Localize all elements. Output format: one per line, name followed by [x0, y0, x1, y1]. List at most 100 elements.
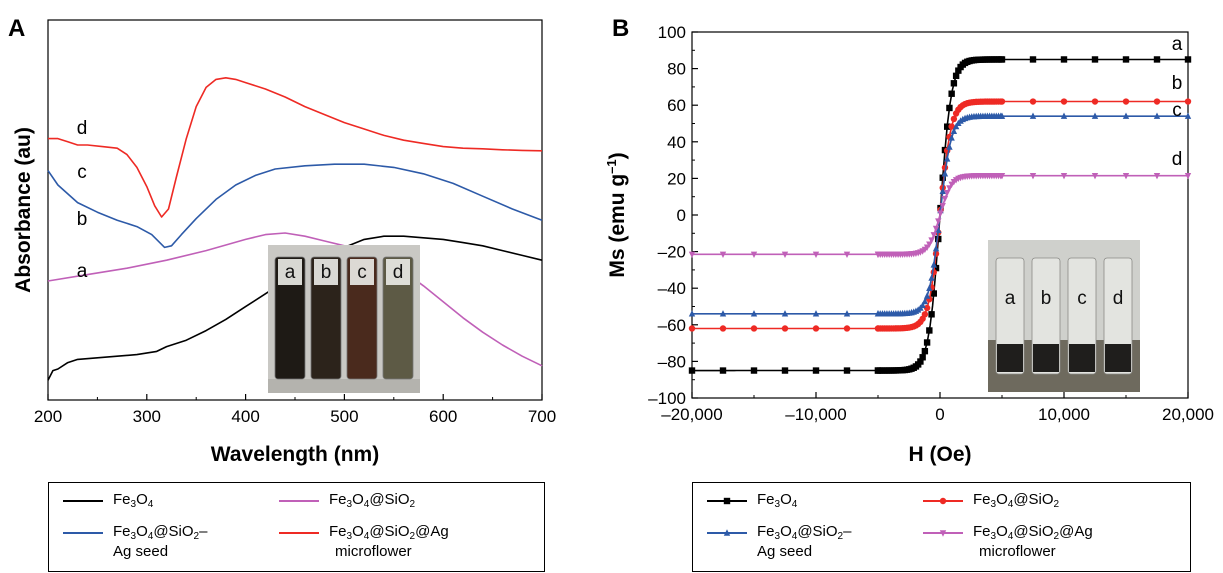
- data-marker: [952, 122, 960, 130]
- data-marker: [998, 98, 1006, 105]
- vial-label: d: [393, 262, 404, 283]
- data-marker: [943, 189, 951, 197]
- data-marker: [923, 304, 931, 312]
- legend-label-line2: microflower: [979, 543, 1056, 560]
- data-marker: [843, 310, 851, 317]
- x-tick-label: 0: [935, 405, 944, 424]
- legend-label: Fe3O4@SiO2: [329, 491, 416, 510]
- data-marker: [930, 232, 937, 239]
- data-marker: [1184, 172, 1192, 180]
- legend-swatch: [707, 529, 747, 536]
- data-marker: [923, 292, 931, 299]
- legend-label: Fe3O4@SiO2–: [757, 523, 852, 542]
- data-marker: [781, 367, 789, 374]
- legend-label-line2: Ag seed: [757, 543, 813, 560]
- data-marker: [750, 367, 758, 374]
- data-marker: [935, 226, 942, 233]
- data-marker: [939, 174, 946, 181]
- x-tick-label: 10,000: [1038, 405, 1090, 424]
- panel-a-x-axis-label: Wavelength (nm): [211, 443, 379, 466]
- vial-label: c: [1077, 288, 1087, 309]
- legend-label: Fe3O4: [113, 491, 154, 510]
- panel-b-y-axis-label: Ms (emu g–1): [604, 152, 629, 277]
- data-marker: [948, 134, 955, 141]
- data-marker: [688, 367, 696, 374]
- data-marker: [1091, 172, 1099, 180]
- data-marker: [781, 251, 789, 259]
- vial-label-paper: [350, 259, 374, 285]
- data-marker: [1029, 172, 1037, 180]
- data-marker: [1122, 56, 1130, 63]
- data-marker: [932, 245, 940, 252]
- curve-label-a: a: [77, 261, 88, 282]
- panel-a-legend: Fe3O4 Fe3O4@SiO2 Fe3O4@SiO2– Ag seed Fe3O4@S…: [48, 482, 545, 572]
- panel-a-x-ticks: 200 300 400 500 600 700: [34, 394, 556, 426]
- x-tick-label: –10,000: [785, 405, 846, 424]
- x-tick-label: 20,000: [1162, 405, 1214, 424]
- data-marker: [998, 56, 1006, 63]
- panel-b-series: [688, 56, 1192, 374]
- data-marker: [812, 325, 820, 332]
- data-marker: [941, 195, 949, 203]
- data-marker: [932, 264, 940, 272]
- data-marker: [1153, 172, 1161, 180]
- data-marker: [923, 339, 931, 346]
- data-marker: [750, 325, 758, 332]
- photo-floor: [268, 379, 420, 393]
- series-line-a: [47, 235, 543, 381]
- data-marker: [781, 325, 789, 332]
- x-tick-label: –20,000: [661, 405, 722, 424]
- curve-label-b: b: [1172, 73, 1183, 94]
- panel-b-letter: B: [612, 15, 629, 42]
- legend-label: Fe3O4@SiO2@Ag: [329, 523, 449, 542]
- data-marker: [1184, 112, 1192, 119]
- data-marker: [1091, 56, 1099, 63]
- vial-label-paper: [278, 259, 302, 285]
- vial-label: c: [357, 262, 367, 283]
- data-marker: [926, 284, 933, 292]
- data-marker: [1122, 172, 1130, 180]
- data-marker: [955, 67, 962, 74]
- data-marker: [1029, 56, 1037, 63]
- data-marker: [1153, 112, 1161, 119]
- vial-label-paper: [386, 259, 410, 285]
- curve-label-c: c: [1172, 100, 1182, 121]
- legend-swatch: [923, 497, 963, 505]
- y-tick-label: 40: [667, 133, 686, 152]
- data-marker: [998, 112, 1006, 119]
- legend-swatch: [63, 500, 103, 502]
- data-marker: [928, 274, 935, 281]
- data-marker: [921, 311, 929, 318]
- data-marker: [843, 251, 851, 259]
- data-marker: [939, 202, 946, 210]
- data-marker: [750, 310, 758, 317]
- vial-sediment: [997, 344, 1023, 372]
- data-marker: [921, 297, 929, 305]
- panel-a-series: [47, 77, 543, 381]
- data-marker: [937, 210, 944, 217]
- x-tick-label: 700: [528, 407, 556, 426]
- data-marker: [943, 155, 951, 162]
- data-marker: [1029, 112, 1037, 119]
- vial-sediment: [1105, 344, 1131, 372]
- panel-b: B 100 80 60 40 20 0 –20 –40 –60 –80 –100 –20,000 –1…: [604, 15, 1214, 466]
- data-marker: [926, 241, 933, 248]
- vial-label: a: [1005, 288, 1016, 309]
- data-marker: [1060, 112, 1068, 119]
- data-marker: [919, 354, 926, 361]
- x-tick-label: 200: [34, 407, 62, 426]
- panel-b-legend: Fe3O4 Fe3O4@SiO2 Fe3O4@SiO2– Ag seed Fe3O4@S…: [692, 482, 1191, 572]
- vial-label: b: [1041, 288, 1052, 309]
- data-marker: [1091, 98, 1099, 105]
- y-tick-label: 0: [677, 206, 686, 225]
- data-marker: [719, 325, 727, 332]
- vial-label: a: [285, 262, 296, 283]
- curve-label-c: c: [77, 162, 87, 183]
- y-tick-label: –100: [648, 389, 686, 408]
- panel-a-inset-photo: a b c d: [268, 245, 420, 393]
- data-marker: [1153, 56, 1161, 63]
- data-marker: [1184, 56, 1192, 63]
- data-marker: [719, 251, 727, 259]
- legend-label: Fe3O4@SiO2@Ag: [973, 523, 1093, 542]
